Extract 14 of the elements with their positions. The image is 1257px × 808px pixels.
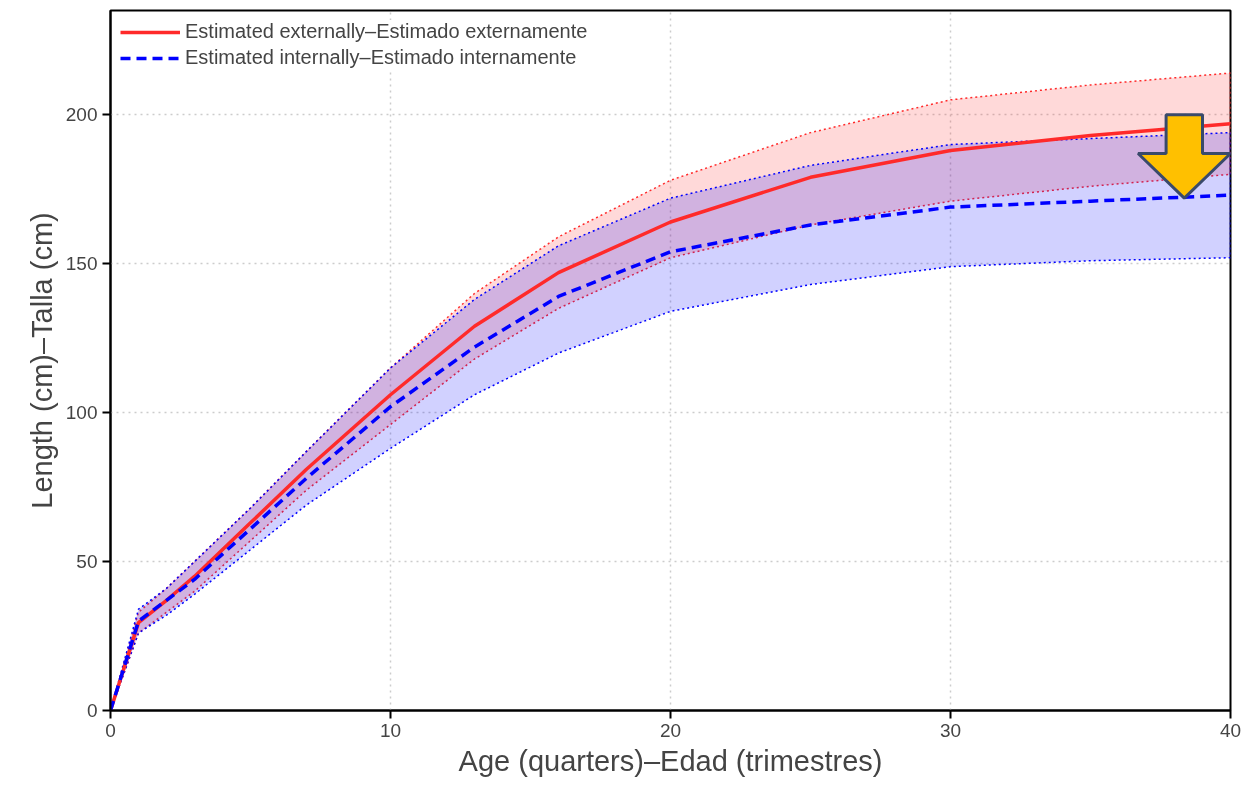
x-tick-label: 40 (1219, 719, 1242, 741)
y-tick-label: 0 (86, 700, 98, 721)
legend-label: Estimated internally–Estimado internamente (185, 46, 577, 69)
x-tick-label: 30 (939, 719, 962, 741)
y-tick-label: 200 (65, 104, 98, 126)
y-axis-title: Length (cm)–Talla (cm) (25, 212, 58, 509)
y-tick-label: 50 (76, 551, 98, 573)
y-tick-label: 100 (65, 402, 98, 424)
x-tick-label: 10 (379, 719, 402, 741)
x-tick-label: 20 (659, 719, 682, 741)
x-tick-label: 0 (105, 719, 116, 741)
x-axis-title: Age (quarters)–Edad (trimestres) (458, 744, 883, 777)
legend-label: Estimated externally–Estimado externamente (185, 20, 588, 43)
y-tick-label: 150 (65, 253, 98, 275)
